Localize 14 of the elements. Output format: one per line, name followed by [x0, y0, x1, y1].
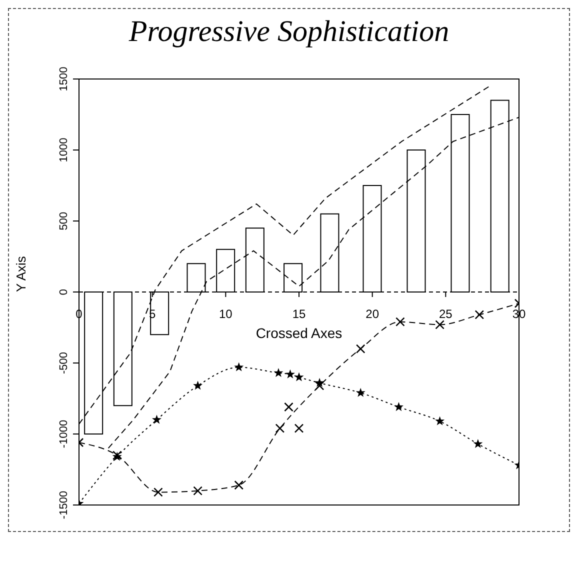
y-tick-label: 1500: [58, 66, 70, 92]
y-tick-label: -1500: [58, 490, 70, 520]
y-axis-title: Y Axis: [14, 256, 29, 292]
chart-title: Progressive Sophistication: [128, 15, 450, 49]
x-tick-label: 25: [438, 307, 453, 321]
y-tick-label: 500: [58, 212, 70, 230]
x-tick-label: 10: [218, 307, 233, 321]
y-tick-label: -1000: [58, 420, 70, 448]
x-axis-title: Crossed Axes: [256, 325, 342, 341]
x-tick-label: 15: [292, 307, 306, 321]
y-tick-label: -500: [58, 352, 70, 374]
y-tick-label: 1000: [58, 138, 70, 162]
x-tick-label: 20: [366, 307, 380, 321]
y-tick-label: 0: [58, 288, 70, 296]
